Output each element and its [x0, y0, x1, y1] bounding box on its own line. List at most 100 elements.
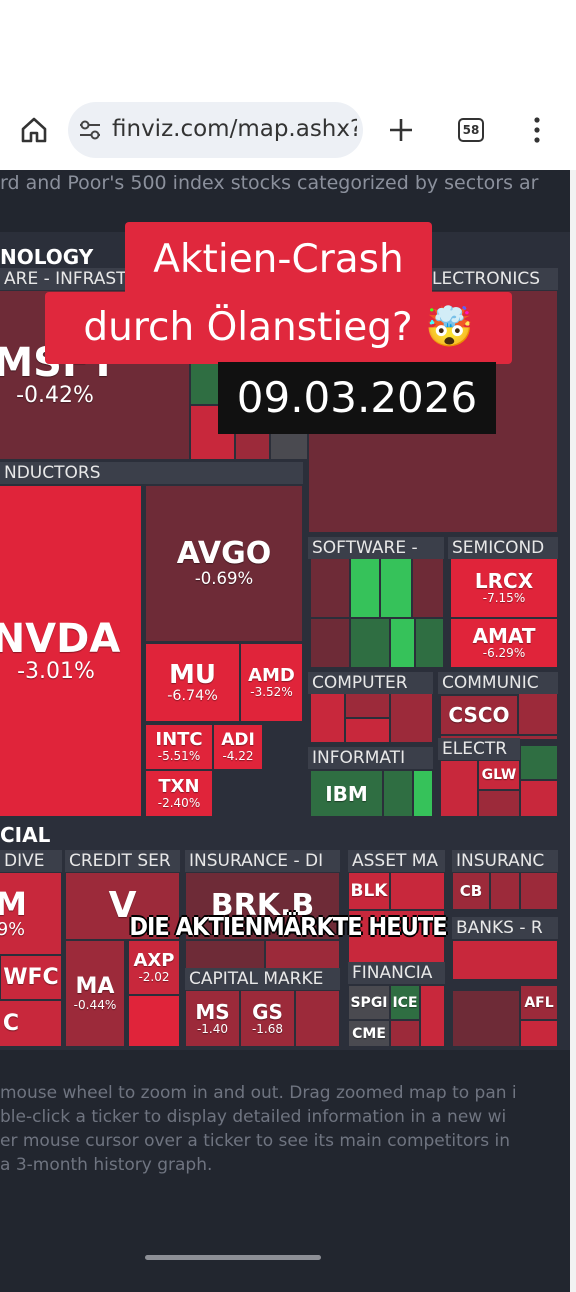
change: -2.40%	[157, 795, 201, 810]
industry-label: SEMICOND	[448, 537, 558, 559]
ticker: NVDA	[0, 615, 121, 662]
ticker: AXP	[133, 949, 175, 971]
stock-tile[interactable]: GS -1.68	[240, 990, 295, 1047]
stock-tile[interactable]: AMAT -6.29%	[450, 618, 558, 668]
filler-tile	[390, 872, 445, 910]
industry-label: ASSET MA	[348, 850, 445, 872]
intro-text: rd and Poor's 500 index stocks categoriz…	[0, 172, 539, 194]
filler-tile	[440, 760, 478, 817]
stock-tile[interactable]: BRK.B	[185, 872, 340, 940]
url-text[interactable]: finviz.com/map.ashx?t=s	[112, 116, 357, 142]
overlay-title: Aktien-Crash	[125, 222, 432, 298]
filler-tile	[420, 985, 445, 1047]
overlay-title: durch Ölanstieg? 🤯	[45, 292, 512, 364]
ticker: AVGO	[176, 536, 272, 571]
ticker: MU	[169, 659, 216, 690]
filler-tile	[295, 990, 340, 1047]
change: -0.42%	[16, 382, 94, 408]
change: -0.69%	[194, 569, 254, 588]
stock-tile[interactable]: TXN -2.40%	[145, 770, 213, 817]
filler-tile	[520, 745, 558, 780]
change: -6.74%	[167, 687, 218, 704]
filler-tile	[310, 693, 345, 743]
ticker: ADI	[221, 729, 255, 750]
industry-label: INSURANC	[452, 850, 558, 872]
filler-tile	[350, 558, 380, 618]
ticker: SPGI	[350, 994, 388, 1011]
industry-label: COMPUTER	[308, 672, 433, 694]
industry-label: CREDIT SER	[65, 850, 180, 872]
ticker: CME	[352, 1025, 386, 1042]
home-button[interactable]	[20, 116, 48, 144]
stock-tile[interactable]: CME	[348, 1020, 390, 1047]
change: -1.40	[196, 1021, 229, 1036]
ticker: TXN	[158, 775, 200, 797]
change: -3.52%	[250, 684, 293, 699]
sector-label: CIAL	[0, 823, 51, 847]
ticker: MS	[195, 999, 230, 1024]
stock-tile[interactable]: AXP -2.02	[128, 940, 180, 995]
site-settings-icon[interactable]	[78, 118, 102, 142]
menu-button[interactable]	[530, 116, 544, 144]
industry-label: INSURANCE - DI	[185, 850, 340, 872]
stock-tile[interactable]: AVGO -0.69%	[145, 485, 303, 642]
filler-tile	[390, 1020, 420, 1047]
stock-tile[interactable]: LRCX -7.15%	[450, 558, 558, 618]
stock-tile[interactable]: NVDA -3.01%	[0, 485, 142, 817]
change: -0.44%	[73, 997, 117, 1012]
ticker: M	[0, 884, 27, 923]
stock-tile[interactable]: IBM	[310, 770, 383, 817]
filler-tile	[185, 940, 265, 970]
new-tab-button[interactable]	[388, 117, 414, 143]
ticker: INTC	[155, 729, 203, 750]
stock-tile[interactable]: V	[65, 872, 180, 940]
filler-tile	[478, 790, 520, 817]
stock-tile[interactable]: ICE	[390, 985, 420, 1020]
stock-tile[interactable]: CSCO	[440, 695, 518, 735]
change: -6.29%	[482, 646, 526, 660]
industry-label: SOFTWARE -	[308, 537, 444, 559]
industry-label: NDUCTORS	[0, 462, 303, 484]
address-bar[interactable]	[68, 102, 363, 158]
stock-tile[interactable]: M 9%	[0, 872, 62, 955]
change: -7.15%	[482, 591, 526, 605]
stock-tile[interactable]: WFC	[0, 955, 62, 1000]
change: -1.68	[251, 1021, 284, 1036]
filler-tile	[520, 780, 558, 817]
ticker: WFC	[3, 964, 59, 990]
stock-tile[interactable]: INTC -5.51%	[145, 724, 213, 770]
home-indicator[interactable]	[145, 1255, 321, 1260]
ticker: CB	[459, 881, 483, 900]
filler-tile	[128, 995, 180, 1047]
stock-tile[interactable]: CB	[452, 872, 490, 910]
ticker: AFL	[524, 994, 554, 1011]
stock-tile[interactable]: GLW	[478, 760, 520, 790]
industry-label: FINANCIA	[348, 962, 445, 984]
filler-tile	[345, 693, 390, 718]
industry-label: BANKS - R	[452, 917, 558, 939]
filler-tile	[348, 910, 445, 965]
stock-tile[interactable]: C	[0, 1000, 62, 1047]
ticker: C	[2, 1010, 20, 1036]
help-text: er mouse cursor over a ticker to see its…	[0, 1131, 510, 1151]
stock-tile[interactable]: MA -0.44%	[65, 940, 125, 1047]
filler-tile	[520, 1020, 558, 1047]
industry-label: INFORMATI	[308, 747, 433, 769]
filler-tile	[265, 940, 340, 970]
stock-tile[interactable]: AMD -3.52%	[240, 643, 303, 722]
help-text: ble-click a ticker to display detailed i…	[0, 1107, 507, 1127]
ticker: LRCX	[474, 569, 534, 593]
filler-tile	[413, 770, 433, 817]
stock-tile[interactable]: MU -6.74%	[145, 643, 240, 722]
stock-tile[interactable]: MS -1.40	[185, 990, 240, 1047]
stock-tile[interactable]: ADI -4.22	[213, 724, 263, 770]
help-text: mouse wheel to zoom in and out. Drag zoo…	[0, 1083, 517, 1103]
filler-tile	[520, 872, 558, 910]
filler-tile	[310, 618, 350, 668]
stock-tile[interactable]: AFL	[520, 985, 558, 1020]
ticker: ICE	[392, 994, 418, 1011]
stock-tile[interactable]: SPGI	[348, 985, 390, 1020]
tab-count[interactable]: 58	[458, 118, 484, 142]
change: -2.02	[138, 969, 170, 984]
stock-tile[interactable]: BLK	[348, 872, 390, 910]
